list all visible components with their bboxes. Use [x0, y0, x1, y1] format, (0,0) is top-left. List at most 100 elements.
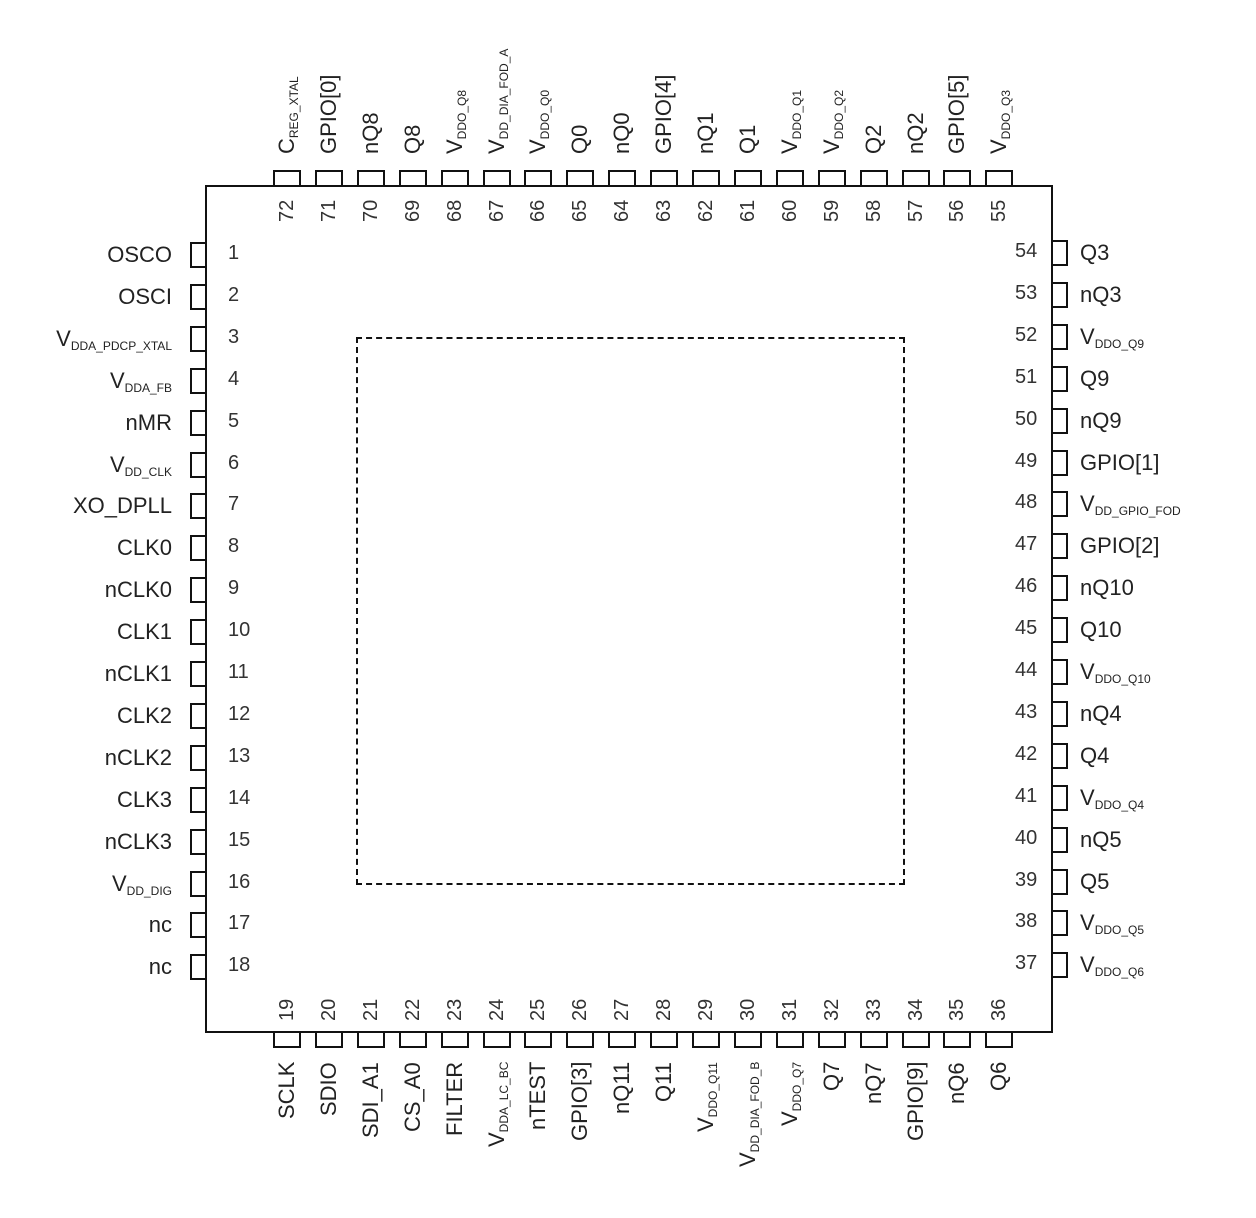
- pin-name: Q0: [567, 124, 593, 154]
- pin-label: VDDO_Q7: [777, 1062, 804, 1126]
- pin-17[interactable]: [190, 912, 207, 939]
- pin-26[interactable]: [566, 1031, 595, 1048]
- pin-53[interactable]: [1051, 281, 1068, 308]
- pin-18[interactable]: [190, 954, 207, 981]
- pin-38[interactable]: [1051, 910, 1068, 937]
- pin-label: GPIO[9]: [903, 1062, 928, 1141]
- pin-44[interactable]: [1051, 659, 1068, 685]
- pin-name: CLK0: [116, 535, 172, 561]
- pin-51[interactable]: [1051, 365, 1068, 392]
- pin-60[interactable]: [775, 170, 804, 187]
- pin-31[interactable]: [775, 1031, 804, 1048]
- pin-12[interactable]: [190, 702, 207, 729]
- pin-57[interactable]: [901, 170, 930, 187]
- pin-35[interactable]: [943, 1031, 972, 1048]
- pin-label: CLK2: [117, 704, 172, 727]
- pin-52[interactable]: [1051, 323, 1068, 350]
- pin-40[interactable]: [1051, 826, 1068, 853]
- pin-66[interactable]: [524, 170, 553, 187]
- pin-27[interactable]: [608, 1031, 637, 1048]
- pin-30[interactable]: [733, 1031, 762, 1048]
- pin-4[interactable]: [190, 367, 207, 394]
- pin-67[interactable]: [482, 170, 511, 187]
- pin-29[interactable]: [692, 1031, 720, 1048]
- pin-label: VDDO_Q8: [441, 90, 469, 154]
- pin-42[interactable]: [1051, 742, 1068, 769]
- pin-14[interactable]: [190, 786, 207, 813]
- pin-41[interactable]: [1051, 784, 1068, 811]
- pin-68[interactable]: [440, 170, 469, 187]
- pin-23[interactable]: [440, 1031, 469, 1048]
- pin-name-subscript: DDA_LC_BC: [496, 1061, 511, 1133]
- pin-number: 57: [904, 199, 927, 222]
- pin-name-subscript: DD_DIG: [126, 883, 172, 898]
- pin-label: GPIO[5]: [944, 75, 969, 154]
- pin-label: VDDO_Q5: [1080, 912, 1144, 937]
- pin-number: 70: [359, 199, 382, 222]
- pin-39[interactable]: [1051, 868, 1068, 895]
- pin-69[interactable]: [398, 170, 427, 187]
- pin-37[interactable]: [1051, 952, 1068, 979]
- pin-8[interactable]: [190, 535, 207, 562]
- pin-61[interactable]: [733, 170, 762, 187]
- pin-name: V: [525, 139, 551, 154]
- pin-22[interactable]: [398, 1031, 427, 1048]
- pin-label: Q11: [651, 1062, 676, 1102]
- pin-11[interactable]: [190, 661, 207, 687]
- pin-20[interactable]: [314, 1031, 343, 1048]
- pin-34[interactable]: [901, 1031, 930, 1048]
- pin-13[interactable]: [190, 744, 207, 771]
- pin-label: GPIO[1]: [1080, 451, 1159, 474]
- pin-64[interactable]: [608, 170, 637, 187]
- pin-label: SDIO: [316, 1062, 341, 1116]
- pin-number: 62: [695, 199, 717, 222]
- pin-name: nQ4: [1080, 700, 1122, 726]
- pin-70[interactable]: [356, 170, 385, 187]
- pin-number: 55: [988, 199, 1011, 222]
- pin-name: V: [1080, 659, 1095, 684]
- pin-62[interactable]: [692, 170, 720, 187]
- pin-name: nQ11: [609, 1061, 635, 1114]
- pin-59[interactable]: [817, 170, 846, 187]
- pin-55[interactable]: [985, 170, 1014, 187]
- pin-24[interactable]: [482, 1031, 511, 1048]
- pin-33[interactable]: [859, 1031, 888, 1048]
- pin-number: 27: [611, 998, 634, 1021]
- pin-6[interactable]: [190, 451, 207, 478]
- pin-63[interactable]: [650, 170, 679, 187]
- pin-65[interactable]: [566, 170, 595, 187]
- pin-49[interactable]: [1051, 449, 1068, 476]
- pin-43[interactable]: [1051, 700, 1068, 727]
- pin-48[interactable]: [1051, 491, 1068, 518]
- pin-5[interactable]: [190, 409, 207, 436]
- pin-71[interactable]: [314, 170, 343, 187]
- pin-7[interactable]: [190, 493, 207, 520]
- pin-1[interactable]: [190, 242, 207, 268]
- pin-2[interactable]: [190, 283, 207, 310]
- pin-number: 10: [228, 619, 251, 642]
- pin-19[interactable]: [273, 1031, 301, 1048]
- pin-46[interactable]: [1051, 575, 1068, 602]
- pin-54[interactable]: [1051, 240, 1068, 266]
- pin-50[interactable]: [1051, 407, 1068, 434]
- pin-label: nQ0: [609, 112, 634, 154]
- pin-28[interactable]: [650, 1031, 679, 1048]
- pin-45[interactable]: [1051, 617, 1068, 644]
- pin-label: GPIO[0]: [316, 75, 341, 154]
- pin-36[interactable]: [985, 1031, 1014, 1048]
- pin-47[interactable]: [1051, 533, 1068, 560]
- pin-21[interactable]: [356, 1031, 385, 1048]
- pin-25[interactable]: [524, 1031, 553, 1048]
- pin-56[interactable]: [943, 170, 972, 187]
- pin-58[interactable]: [859, 170, 888, 187]
- pin-name: V: [441, 139, 467, 154]
- pin-3[interactable]: [190, 325, 207, 352]
- pin-name: SCLK: [274, 1061, 299, 1119]
- pin-9[interactable]: [190, 577, 207, 604]
- pin-32[interactable]: [817, 1031, 846, 1048]
- pin-72[interactable]: [273, 170, 301, 187]
- pin-15[interactable]: [190, 828, 207, 855]
- pin-label: nQ5: [1080, 828, 1122, 851]
- pin-16[interactable]: [190, 870, 207, 897]
- pin-10[interactable]: [190, 619, 207, 646]
